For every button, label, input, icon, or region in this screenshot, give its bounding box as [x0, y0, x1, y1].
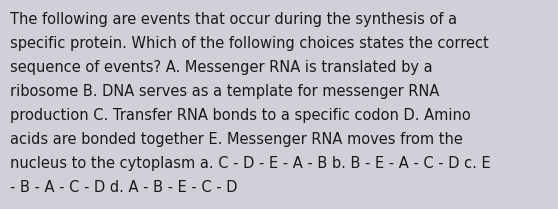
Text: ribosome B. DNA serves as a template for messenger RNA: ribosome B. DNA serves as a template for… — [10, 84, 439, 99]
Text: The following are events that occur during the synthesis of a: The following are events that occur duri… — [10, 12, 457, 27]
Text: sequence of events? A. Messenger RNA is translated by a: sequence of events? A. Messenger RNA is … — [10, 60, 432, 75]
Text: nucleus to the cytoplasm a. C - D - E - A - B b. B - E - A - C - D c. E: nucleus to the cytoplasm a. C - D - E - … — [10, 156, 490, 171]
Text: specific protein. Which of the following choices states the correct: specific protein. Which of the following… — [10, 36, 489, 51]
Text: acids are bonded together E. Messenger RNA moves from the: acids are bonded together E. Messenger R… — [10, 132, 463, 147]
Text: production C. Transfer RNA bonds to a specific codon D. Amino: production C. Transfer RNA bonds to a sp… — [10, 108, 471, 123]
Text: - B - A - C - D d. A - B - E - C - D: - B - A - C - D d. A - B - E - C - D — [10, 180, 238, 195]
